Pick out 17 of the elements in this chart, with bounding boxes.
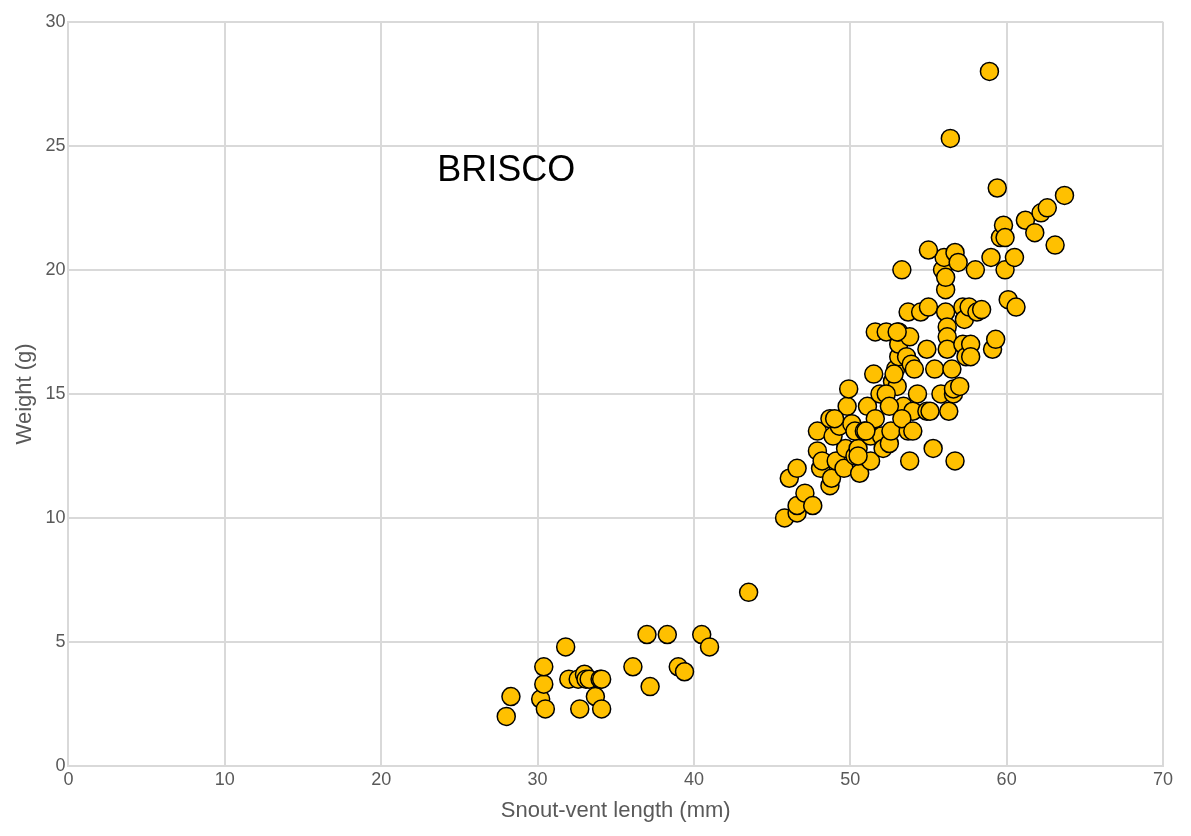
y-tick-label: 5 bbox=[55, 630, 66, 651]
x-tick-label: 40 bbox=[683, 768, 704, 789]
x-tick-label: 60 bbox=[996, 768, 1017, 789]
y-tick-label: 20 bbox=[45, 258, 66, 279]
y-tick-label: 0 bbox=[55, 754, 66, 775]
y-axis-title: Weight (g) bbox=[11, 343, 37, 445]
x-tick-label: 20 bbox=[371, 768, 392, 789]
y-tick-label: 30 bbox=[45, 10, 66, 31]
y-tick-label: 10 bbox=[45, 506, 66, 527]
x-tick-label: 30 bbox=[527, 768, 548, 789]
annotation: BRISCO bbox=[437, 147, 576, 189]
x-tick-label: 10 bbox=[214, 768, 235, 789]
y-tick-label: 15 bbox=[45, 382, 66, 403]
x-tick-label: 70 bbox=[1152, 768, 1174, 789]
x-tick-label: 50 bbox=[840, 768, 861, 789]
x-axis-title: Snout-vent length (mm) bbox=[500, 796, 731, 822]
y-tick-label: 25 bbox=[45, 134, 66, 155]
